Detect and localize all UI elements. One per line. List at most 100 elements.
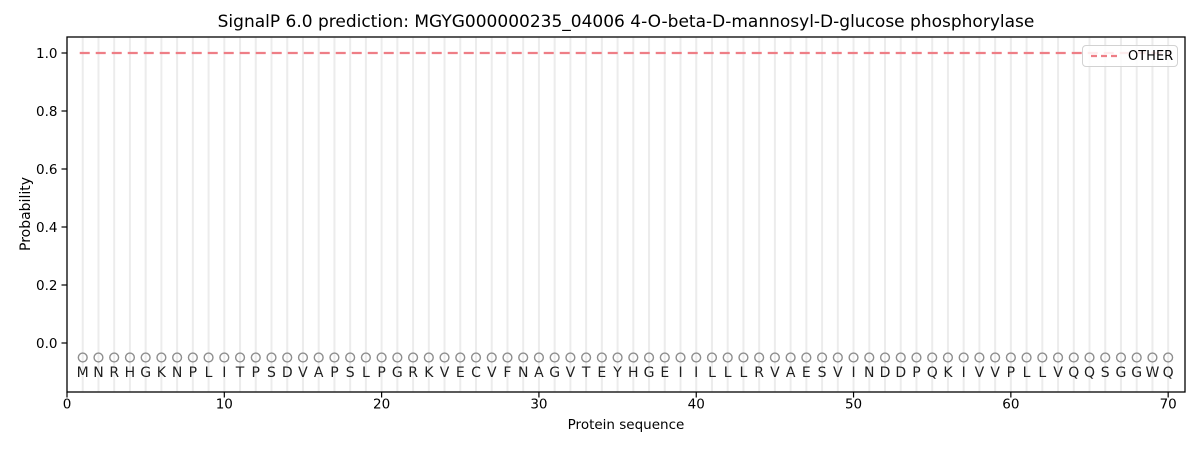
residue-letter: D bbox=[895, 365, 906, 381]
residue-letter: V bbox=[975, 365, 985, 381]
residue-letter: R bbox=[754, 365, 764, 381]
y-tick-label: 0.4 bbox=[36, 220, 57, 236]
residue-marker bbox=[1084, 352, 1095, 363]
residue-marker bbox=[706, 352, 718, 363]
plot-frame bbox=[66, 36, 1186, 393]
residue-marker bbox=[754, 352, 765, 363]
residue-letter: L bbox=[205, 365, 213, 381]
residue-letter: K bbox=[157, 365, 167, 381]
residue-marker bbox=[266, 352, 277, 363]
residue-marker bbox=[423, 352, 434, 363]
residue-marker bbox=[455, 352, 466, 363]
y-tick-label: 0.2 bbox=[36, 278, 57, 294]
residue-letter: R bbox=[408, 365, 418, 381]
residue-letter: R bbox=[109, 365, 119, 381]
residue-letter: M bbox=[77, 365, 89, 381]
residue-marker bbox=[879, 352, 891, 363]
residue-marker bbox=[313, 352, 324, 363]
legend-label: OTHER bbox=[1128, 48, 1174, 64]
residue-marker bbox=[250, 352, 261, 363]
residue-letter: P bbox=[330, 365, 338, 381]
residue-letter: D bbox=[880, 365, 891, 381]
x-tick-label: 0 bbox=[63, 397, 72, 413]
residue-letter: Q bbox=[927, 365, 938, 381]
residue-letter: P bbox=[912, 365, 920, 381]
chart-title: SignalP 6.0 prediction: MGYG000000235_04… bbox=[217, 12, 1035, 32]
residue-letter: G bbox=[1116, 365, 1127, 381]
residue-letter: E bbox=[660, 365, 669, 381]
residue-letter: D bbox=[282, 365, 293, 381]
residue-letter: N bbox=[518, 365, 528, 381]
residue-letter: I bbox=[678, 365, 682, 381]
residue-letter: N bbox=[172, 365, 182, 381]
y-tick-label: 1.0 bbox=[36, 46, 57, 62]
residue-letter: L bbox=[724, 365, 732, 381]
residue-marker bbox=[124, 352, 136, 363]
residue-marker bbox=[1163, 352, 1174, 363]
x-axis-label: Protein sequence bbox=[567, 417, 685, 433]
residue-letter: C bbox=[471, 365, 481, 381]
residue-marker bbox=[911, 352, 922, 363]
residue-marker bbox=[864, 352, 875, 363]
residue-marker bbox=[470, 352, 482, 363]
residue-marker bbox=[376, 352, 387, 363]
residue-marker bbox=[958, 352, 969, 363]
residue-letter: I bbox=[694, 365, 698, 381]
residue-marker bbox=[297, 352, 309, 363]
residue-marker bbox=[219, 352, 230, 363]
residue-letter: V bbox=[990, 365, 1000, 381]
residue-marker bbox=[785, 352, 796, 363]
residue-marker bbox=[203, 352, 214, 363]
residue-letter: Q bbox=[1068, 365, 1079, 381]
residue-marker bbox=[801, 352, 812, 363]
residue-marker bbox=[612, 352, 623, 363]
residue-marker bbox=[722, 352, 733, 363]
residue-marker bbox=[439, 352, 450, 363]
residue-letter: Q bbox=[1084, 365, 1095, 381]
residue-marker bbox=[1005, 352, 1016, 363]
residue-letter: V bbox=[487, 365, 497, 381]
residue-marker bbox=[140, 352, 151, 363]
residue-marker bbox=[282, 352, 293, 363]
residue-letter: Y bbox=[612, 365, 622, 381]
residue-letter: I bbox=[222, 365, 226, 381]
residue-letter: P bbox=[189, 365, 197, 381]
residue-letter: A bbox=[314, 365, 324, 381]
residue-marker bbox=[392, 352, 403, 363]
residue-marker bbox=[518, 352, 529, 363]
y-tick-label: 0.6 bbox=[36, 162, 57, 178]
residue-marker bbox=[109, 352, 120, 363]
residue-letter: S bbox=[1101, 365, 1110, 381]
x-tick-label: 20 bbox=[373, 397, 390, 413]
x-tick-label: 50 bbox=[845, 397, 862, 413]
residue-letter: S bbox=[346, 365, 355, 381]
residue-marker bbox=[234, 352, 246, 363]
residue-marker bbox=[942, 352, 954, 363]
residue-marker bbox=[974, 352, 985, 363]
residue-letter: E bbox=[456, 365, 465, 381]
residue-marker bbox=[628, 352, 639, 363]
residue-letter: G bbox=[644, 365, 655, 381]
residue-letter: N bbox=[93, 365, 103, 381]
residue-letter: V bbox=[298, 365, 308, 381]
residue-letter: K bbox=[943, 365, 953, 381]
residue-marker bbox=[816, 352, 828, 363]
residue-marker bbox=[1131, 352, 1142, 363]
residue-marker bbox=[533, 352, 545, 363]
residue-letter: W bbox=[1146, 365, 1160, 381]
residue-marker bbox=[832, 352, 843, 363]
residue-letter: A bbox=[786, 365, 796, 381]
residue-marker bbox=[549, 352, 560, 363]
residue-letter: T bbox=[581, 365, 591, 381]
residue-letter: L bbox=[740, 365, 748, 381]
residue-letter: S bbox=[267, 365, 276, 381]
residue-marker bbox=[738, 352, 749, 363]
residue-marker bbox=[659, 352, 670, 363]
residue-letter: G bbox=[1131, 365, 1142, 381]
residue-letter: P bbox=[377, 365, 385, 381]
x-tick-label: 30 bbox=[530, 397, 547, 413]
residue-letter: G bbox=[140, 365, 151, 381]
residue-letter: A bbox=[534, 365, 544, 381]
residue-marker bbox=[848, 352, 859, 363]
